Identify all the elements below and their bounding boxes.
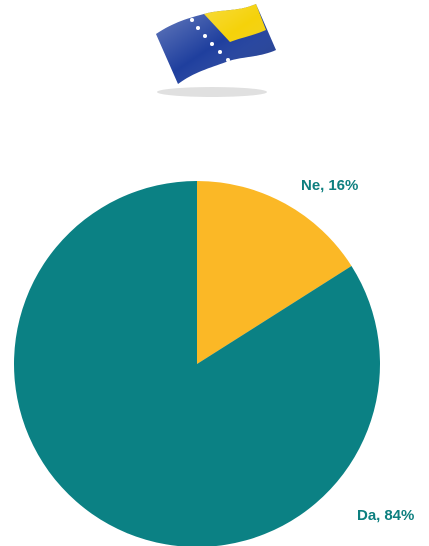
slice-label-ne-value: 16% (328, 177, 359, 194)
flag-image (134, 0, 284, 100)
slice-label-da: Da, 84% (357, 507, 414, 524)
slice-label-da-name: Da, (357, 507, 381, 524)
slice-label-ne: Ne, 16% (301, 177, 358, 194)
slice-label-ne-name: Ne, (301, 177, 325, 194)
slice-label-da-value: 84% (384, 507, 415, 524)
pie-slice-da (14, 181, 380, 546)
pie-slice-ne (197, 181, 352, 364)
bosnia-herzegovina-flag-icon (156, 4, 276, 97)
